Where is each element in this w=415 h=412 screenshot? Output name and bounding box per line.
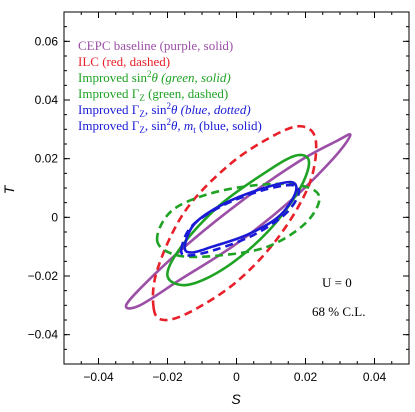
x-tick-label: 0: [233, 370, 240, 384]
legend-entry: ILC (red, dashed): [78, 54, 170, 69]
legend: CEPC baseline (purple, solid)ILC (red, d…: [78, 38, 262, 135]
y-tick-label: −0.04: [28, 328, 59, 342]
y-tick-label: 0.02: [35, 152, 59, 166]
legend-entry: CEPC baseline (purple, solid): [78, 38, 233, 53]
series-improved-gammaz-sin2theta: [179, 183, 301, 257]
series-layer: [124, 124, 352, 322]
x-tick-label: 0.04: [363, 370, 387, 384]
legend-entry: Improved ΓZ, sin2θ (blue, dotted): [78, 101, 251, 119]
legend-entry: Improved ΓZ, sin2θ, mt (blue, solid): [78, 117, 262, 135]
series-improved-gammaz: [155, 182, 321, 259]
x-tick-label: −0.02: [152, 370, 183, 384]
y-tick-label: 0: [51, 210, 58, 224]
series-cepc-baseline: [124, 133, 352, 310]
annotation-cl: 68 % C.L.: [312, 304, 365, 319]
x-tick-label: 0.02: [294, 370, 318, 384]
x-axis-title: S: [231, 391, 241, 407]
legend-entry: Improved sin2θ (green, solid): [78, 69, 231, 85]
y-tick-label: 0.04: [35, 93, 59, 107]
series-improved-gammaz-sin2theta-mt: [183, 180, 298, 254]
y-tick-label: −0.02: [28, 269, 59, 283]
series-improved-sin2theta: [166, 153, 311, 287]
series-ilc: [151, 124, 318, 322]
axis-ticks: −0.04 −0.02 0 0.02 0.04 −0.04 −0.02 0 0.02 0.04 0.…: [28, 11, 410, 384]
x-tick-label: −0.04: [83, 370, 114, 384]
annotation-u0: U = 0: [322, 275, 352, 290]
y-axis-title: T: [1, 184, 17, 194]
y-tick-label: 0.06: [35, 34, 59, 48]
legend-entry: Improved ΓZ (green, dashed): [78, 86, 228, 103]
